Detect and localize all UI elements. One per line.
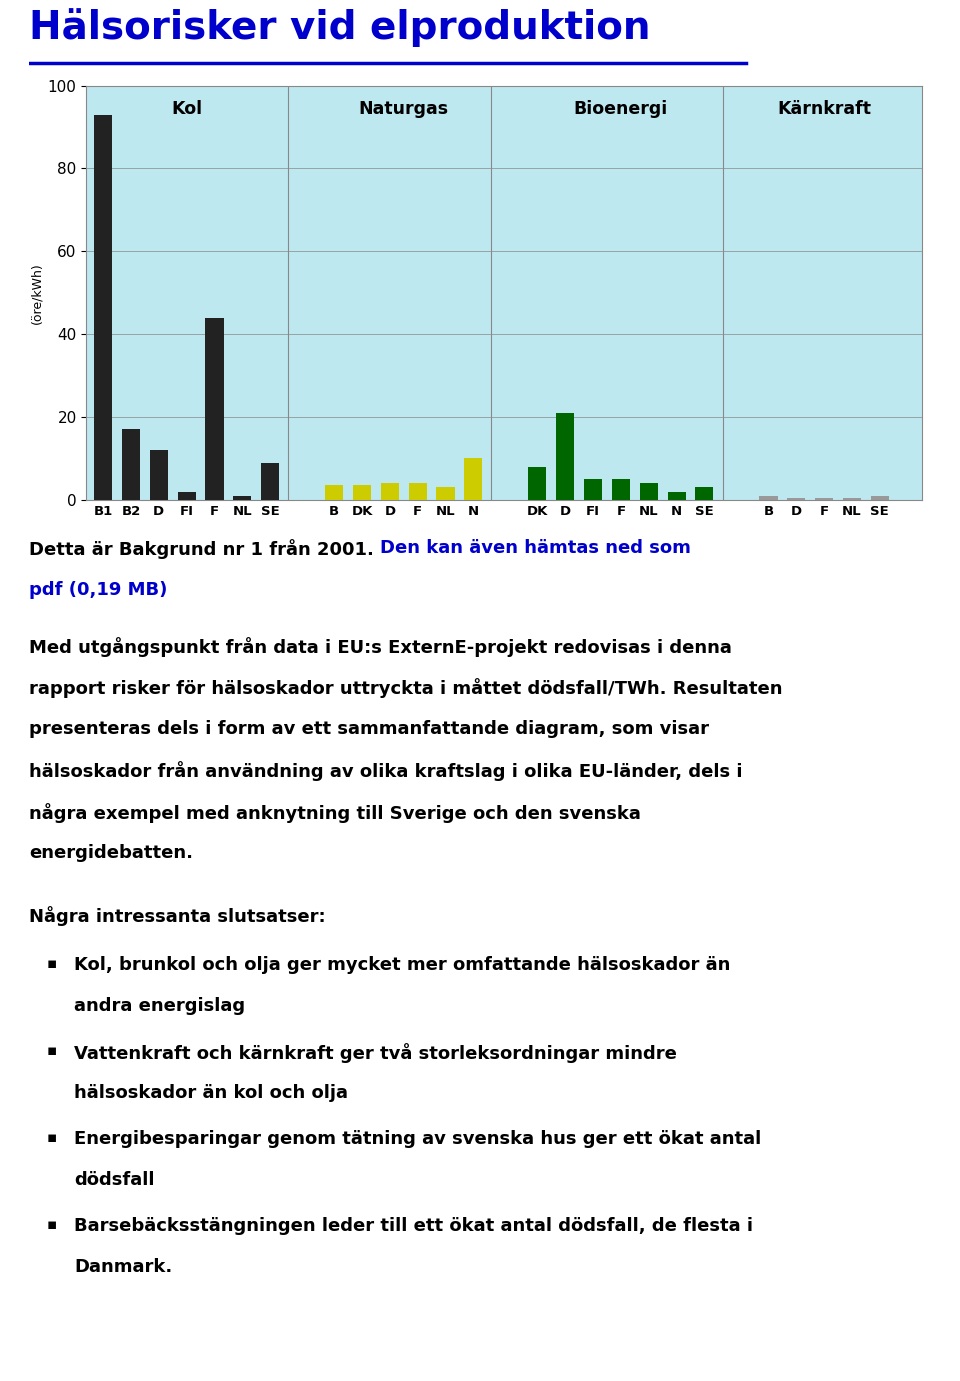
Bar bbox=[843, 499, 861, 500]
Text: Hälsorisker vid elproduktion: Hälsorisker vid elproduktion bbox=[29, 8, 650, 47]
Bar bbox=[639, 483, 658, 500]
Bar bbox=[584, 479, 602, 500]
Bar bbox=[871, 496, 889, 500]
Bar bbox=[556, 413, 574, 500]
Bar bbox=[205, 318, 224, 500]
Text: dödsfall: dödsfall bbox=[74, 1171, 155, 1189]
Bar bbox=[437, 487, 455, 500]
Text: Vattenkraft och kärnkraft ger två storleksordningar mindre: Vattenkraft och kärnkraft ger två storle… bbox=[74, 1043, 677, 1063]
Text: rapport risker för hälsoskador uttryckta i måttet dödsfall/TWh. Resultaten: rapport risker för hälsoskador uttryckta… bbox=[29, 678, 782, 699]
Bar bbox=[94, 115, 112, 500]
Text: Kol, brunkol och olja ger mycket mer omfattande hälsoskador än: Kol, brunkol och olja ger mycket mer omf… bbox=[74, 956, 731, 974]
Bar bbox=[122, 429, 140, 500]
Bar bbox=[178, 492, 196, 500]
Bar bbox=[325, 486, 344, 500]
Text: Barsebäcksstängningen leder till ett ökat antal dödsfall, de flesta i: Barsebäcksstängningen leder till ett öka… bbox=[74, 1217, 753, 1235]
Text: ▪: ▪ bbox=[47, 1043, 58, 1058]
Bar bbox=[787, 499, 805, 500]
Text: energidebatten.: energidebatten. bbox=[29, 844, 193, 862]
Bar bbox=[695, 487, 713, 500]
Text: några exempel med anknytning till Sverige och den svenska: några exempel med anknytning till Sverig… bbox=[29, 802, 640, 823]
Bar bbox=[465, 458, 483, 500]
Bar bbox=[528, 467, 546, 500]
Text: andra energislag: andra energislag bbox=[74, 997, 245, 1015]
Text: Kol: Kol bbox=[171, 101, 203, 119]
Text: Med utgångspunkt från data i EU:s ExternE-projekt redovisas i denna: Med utgångspunkt från data i EU:s Extern… bbox=[29, 637, 732, 657]
Bar bbox=[233, 496, 252, 500]
Text: Naturgas: Naturgas bbox=[359, 101, 449, 119]
Bar bbox=[409, 483, 427, 500]
Text: pdf (0,19 MB): pdf (0,19 MB) bbox=[29, 581, 167, 599]
Text: Danmark.: Danmark. bbox=[74, 1258, 172, 1276]
Bar bbox=[667, 492, 685, 500]
Text: Den kan även hämtas ned som: Den kan även hämtas ned som bbox=[380, 540, 691, 558]
Text: ▪: ▪ bbox=[47, 1130, 58, 1145]
Y-axis label: (öre/kWh): (öre/kWh) bbox=[31, 262, 43, 323]
Bar bbox=[261, 463, 279, 500]
Bar bbox=[353, 486, 372, 500]
Bar bbox=[150, 450, 168, 500]
Text: hälsoskador från användning av olika kraftslag i olika EU-länder, dels i: hälsoskador från användning av olika kra… bbox=[29, 761, 742, 782]
Bar bbox=[815, 499, 833, 500]
Text: ▪: ▪ bbox=[47, 956, 58, 971]
Bar bbox=[759, 496, 778, 500]
Bar bbox=[381, 483, 399, 500]
Text: hälsoskador än kol och olja: hälsoskador än kol och olja bbox=[74, 1084, 348, 1102]
Text: Detta är Bakgrund nr 1 från 2001.: Detta är Bakgrund nr 1 från 2001. bbox=[29, 540, 380, 559]
Bar bbox=[612, 479, 630, 500]
Text: presenteras dels i form av ett sammanfattande diagram, som visar: presenteras dels i form av ett sammanfat… bbox=[29, 720, 708, 737]
Text: Bioenergi: Bioenergi bbox=[574, 101, 668, 119]
Text: Några intressanta slutsatser:: Några intressanta slutsatser: bbox=[29, 906, 325, 927]
Text: Energibesparingar genom tätning av svenska hus ger ett ökat antal: Energibesparingar genom tätning av svens… bbox=[74, 1130, 761, 1148]
Text: Kärnkraft: Kärnkraft bbox=[778, 101, 871, 119]
Text: ▪: ▪ bbox=[47, 1217, 58, 1232]
